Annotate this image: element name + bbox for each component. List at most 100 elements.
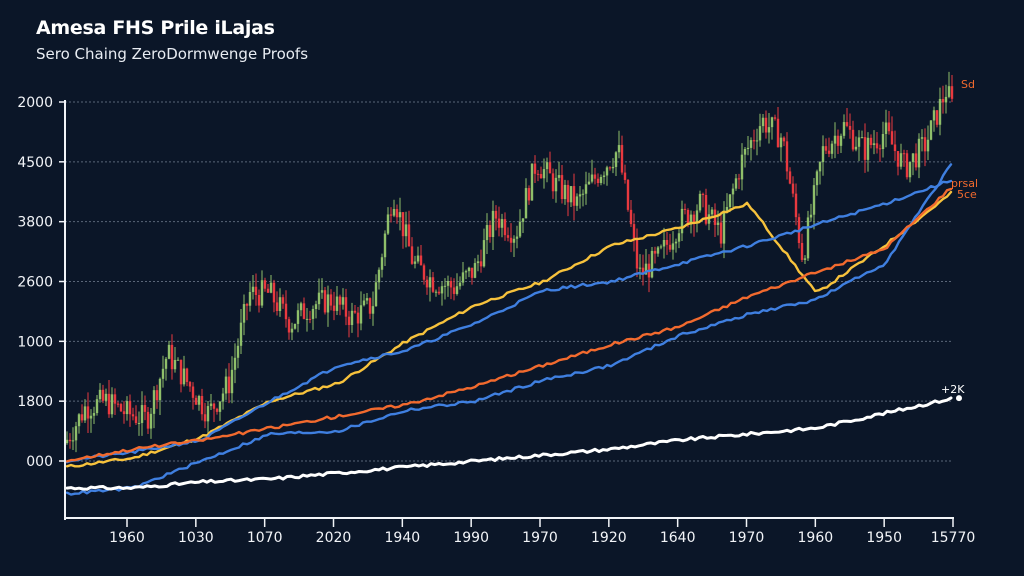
candle-body xyxy=(761,117,765,127)
candle-body xyxy=(371,306,375,314)
candle-body xyxy=(758,126,762,141)
y-tick-label: 000 xyxy=(26,454,53,470)
candle-body xyxy=(851,129,855,150)
candle-body xyxy=(290,328,294,333)
candle-body xyxy=(677,233,681,242)
x-tick-label: 1970 xyxy=(522,530,558,546)
x-tick-label: 15770 xyxy=(931,530,976,546)
candle-body xyxy=(230,369,234,394)
candle-body xyxy=(632,224,636,239)
candle-body xyxy=(935,110,939,125)
candle-body xyxy=(644,263,648,275)
series-line-yellow-line xyxy=(65,190,953,468)
candle-body xyxy=(158,378,162,401)
candle-body xyxy=(188,381,192,387)
candle-body xyxy=(788,171,792,184)
candle-body xyxy=(242,304,246,323)
candle-body xyxy=(842,122,846,136)
candle-body xyxy=(71,440,75,442)
candle-body xyxy=(74,426,78,441)
candle-body xyxy=(503,219,507,236)
y-tick-label: 1800 xyxy=(17,394,53,410)
candle-body xyxy=(773,117,777,119)
y-tick-label: 4500 xyxy=(17,155,53,171)
candle-body xyxy=(890,131,894,145)
candle-body xyxy=(314,304,318,309)
candle-body xyxy=(944,96,948,103)
candle-body xyxy=(686,209,690,225)
candle-body xyxy=(776,118,780,148)
candle-body xyxy=(893,144,897,152)
annotation-label: prsal xyxy=(951,177,978,190)
candle-body xyxy=(695,210,699,223)
candle-body xyxy=(410,246,414,264)
candle-body xyxy=(545,162,549,170)
candle-body xyxy=(536,173,540,175)
candle-body xyxy=(95,399,99,414)
candle-body xyxy=(581,193,585,195)
x-tick-label: 1990 xyxy=(453,530,489,546)
candle-body xyxy=(476,261,480,264)
annotation-label: +2K xyxy=(941,383,965,396)
candle-body xyxy=(671,243,675,250)
candle-body xyxy=(845,122,849,126)
candle-body xyxy=(734,178,738,189)
candle-body xyxy=(404,224,408,237)
candle-body xyxy=(539,174,543,179)
candle-body xyxy=(494,210,498,219)
candle-body xyxy=(386,214,390,234)
candle-body xyxy=(80,414,84,421)
candle-body xyxy=(557,175,561,178)
candle-body xyxy=(302,303,306,319)
candle-body xyxy=(299,303,303,311)
candle-body xyxy=(119,404,123,412)
candle-body xyxy=(518,221,522,237)
candle-body xyxy=(356,312,360,324)
candle-body xyxy=(392,209,396,216)
x-tick-label: 1960 xyxy=(109,530,145,546)
candle-body xyxy=(110,394,114,415)
candle-body xyxy=(443,285,447,287)
candle-body xyxy=(296,310,300,324)
candle-body xyxy=(656,247,660,254)
candle-body xyxy=(767,127,771,133)
candlestick-series xyxy=(65,71,954,453)
candle-body xyxy=(605,167,609,176)
candle-body xyxy=(311,308,315,319)
series-line-white-line xyxy=(65,396,953,491)
candle-body xyxy=(215,408,219,412)
candle-body xyxy=(899,153,903,167)
y-tick-label: 2000 xyxy=(17,95,53,111)
candle-body xyxy=(365,298,369,301)
candle-body xyxy=(506,235,510,238)
candle-body xyxy=(407,224,411,247)
candle-body xyxy=(611,166,615,169)
candle-body xyxy=(692,214,696,223)
candle-body xyxy=(161,368,165,379)
y-tick-label: 3800 xyxy=(17,215,53,231)
candle-body xyxy=(260,280,264,306)
candle-body xyxy=(377,269,381,283)
candle-body xyxy=(920,137,924,139)
candle-body xyxy=(749,140,753,148)
candle-body xyxy=(305,318,309,320)
candle-body xyxy=(701,193,705,195)
candle-body xyxy=(395,209,399,218)
candle-body xyxy=(170,344,174,370)
candle-body xyxy=(551,173,555,192)
candle-body xyxy=(878,148,882,150)
candle-body xyxy=(428,277,432,288)
candle-body xyxy=(104,393,108,401)
candle-body xyxy=(338,296,342,305)
candle-body xyxy=(608,167,612,169)
x-tick-label: 2020 xyxy=(316,530,352,546)
candle-body xyxy=(566,184,570,203)
candle-body xyxy=(698,193,702,211)
candle-body xyxy=(737,178,741,180)
candle-body xyxy=(221,393,225,402)
candle-body xyxy=(335,296,339,311)
candle-body xyxy=(380,257,384,270)
candle-body xyxy=(446,280,450,286)
candle-body xyxy=(419,255,423,266)
candle-body xyxy=(323,290,327,313)
